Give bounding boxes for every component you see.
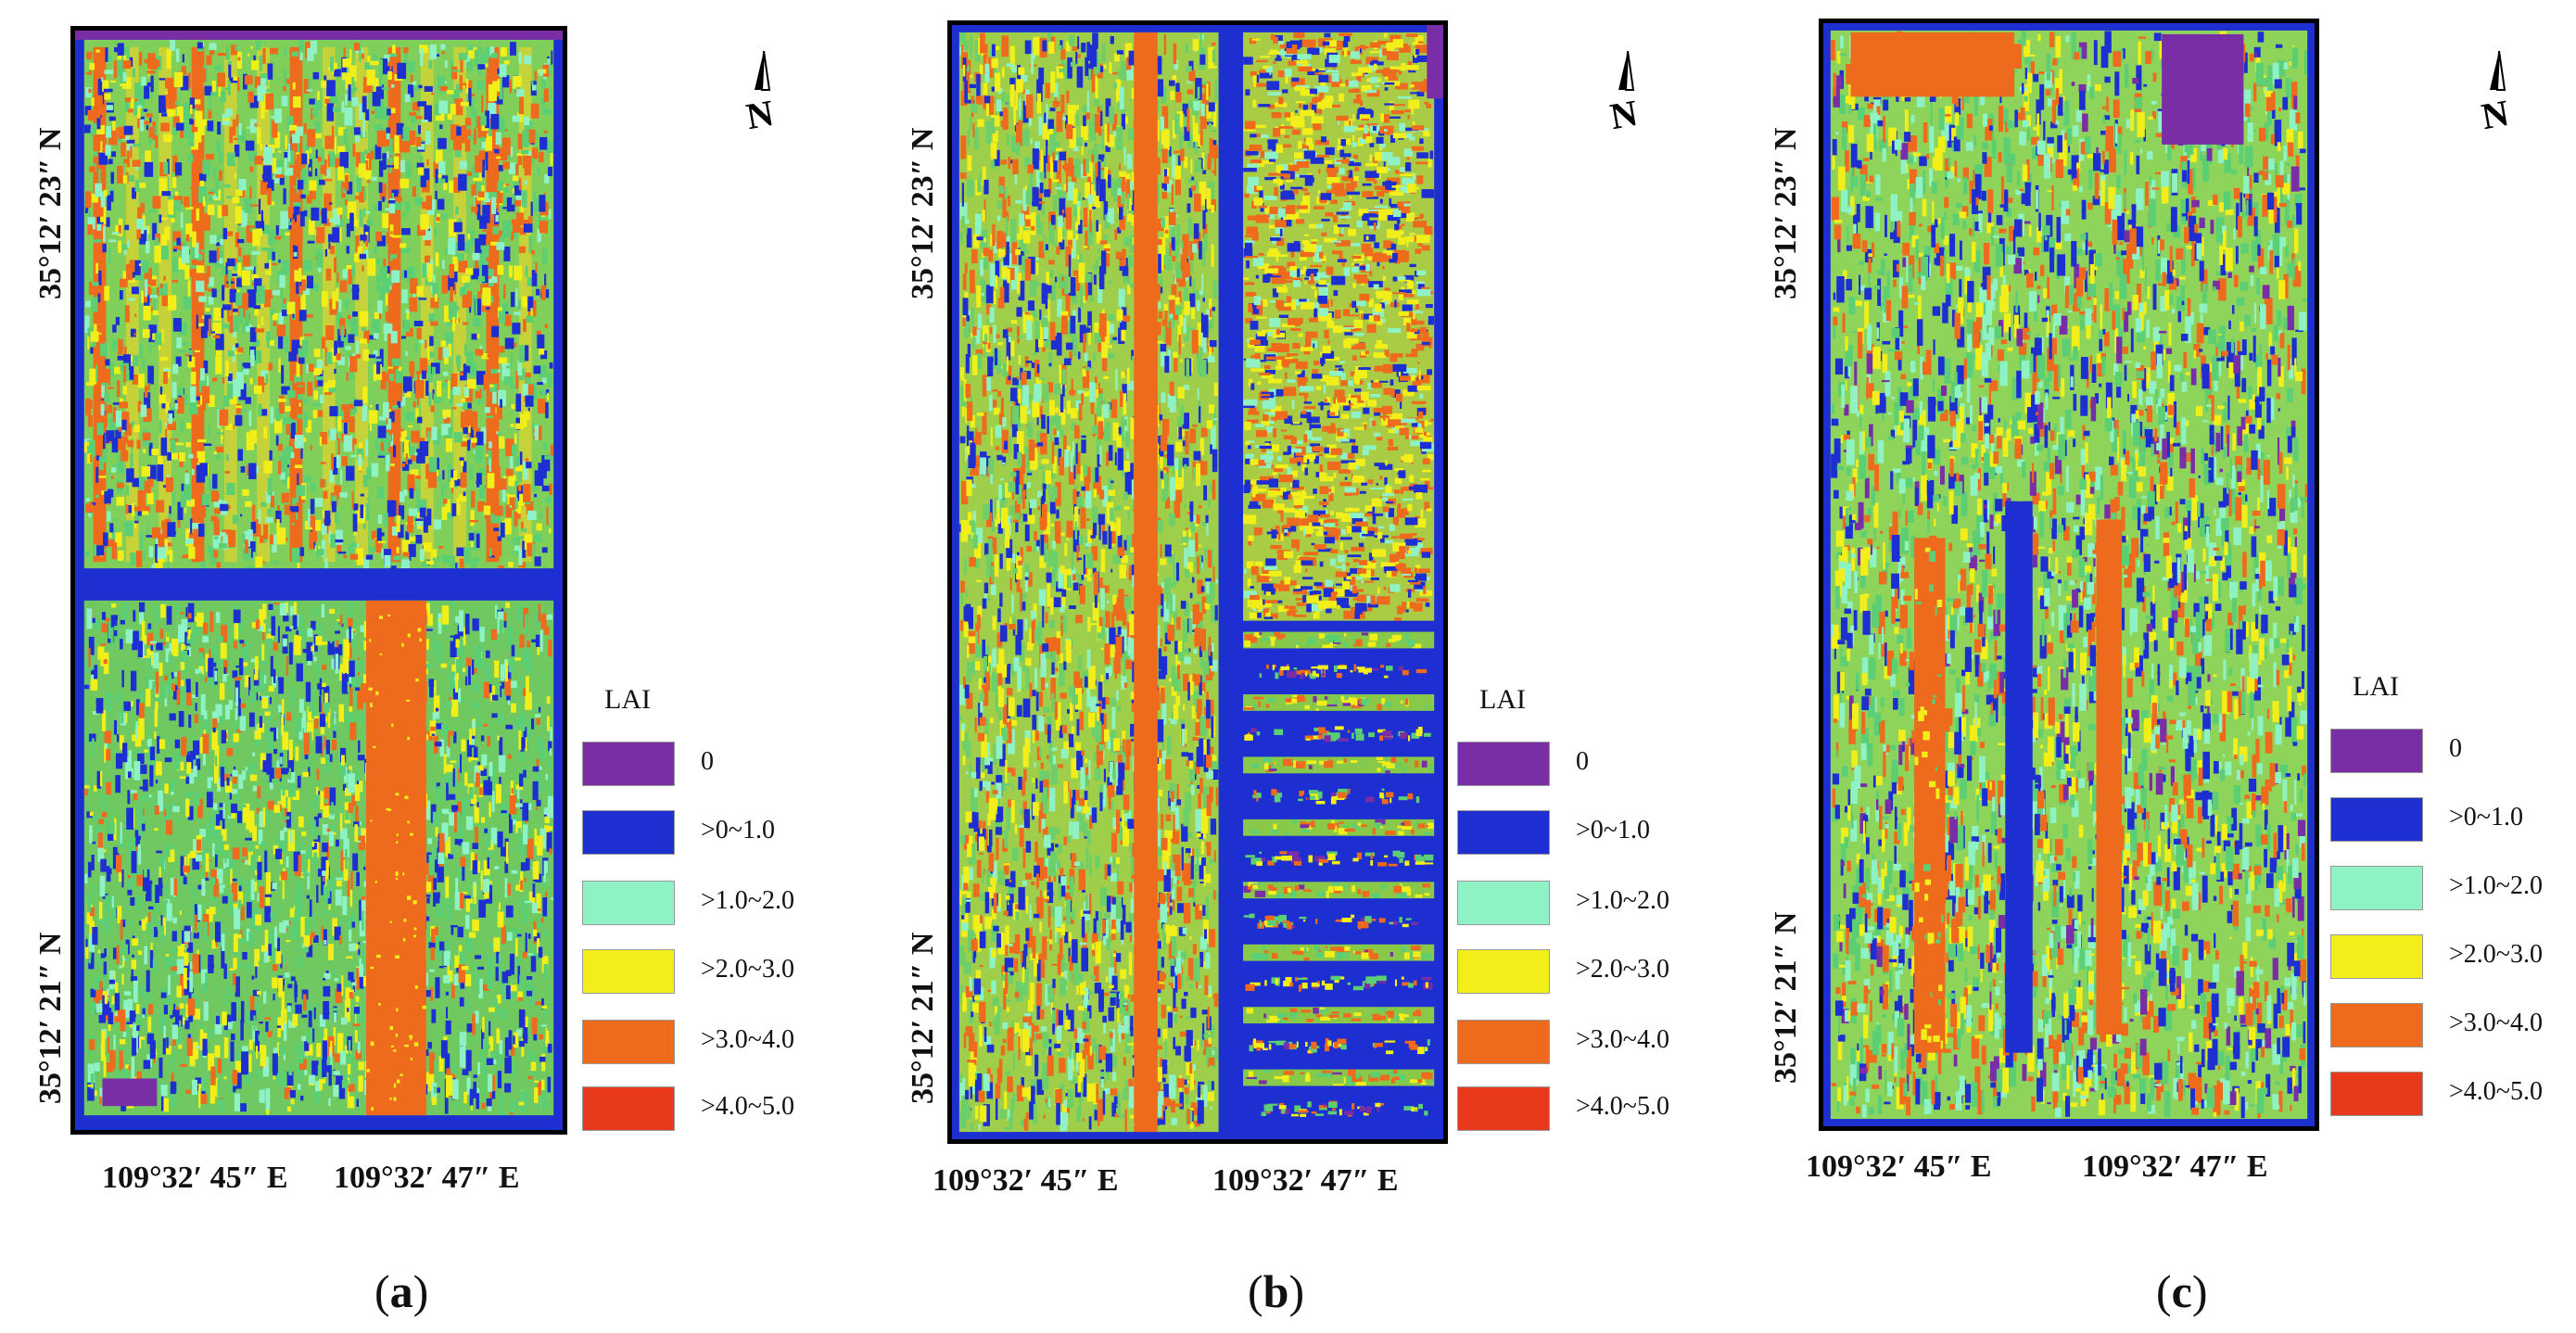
latitude-label-bottom: 35°12′ 21″ N [906,932,940,1105]
legend-title: LAI [1479,684,1526,715]
north-arrow-icon: N [743,50,777,137]
legend-swatch-5 [2330,1072,2423,1116]
caption-open: ( [1248,1265,1263,1317]
lai-raster-c [1823,23,2315,1126]
legend-swatch-5 [1457,1086,1550,1131]
panel-a: 35°12′ 23″ N 35°12′ 21″ N 109°32′ 45″ E … [0,0,858,1333]
corner-patch [102,1078,158,1107]
legend-swatch-2 [1457,881,1550,925]
legend-swatch-1 [582,810,675,855]
latitude-label-bottom: 35°12′ 21″ N [33,932,68,1105]
latitude-label-top: 35°12′ 23″ N [1769,127,1803,300]
lai-map-a [70,26,567,1135]
longitude-label-right: 109°32′ 47″ E [334,1161,520,1195]
top-edge [75,31,563,40]
legend-swatch-0 [582,742,675,786]
legend-swatch-1 [2330,797,2423,842]
legend-swatch-0 [2330,729,2423,773]
legend-label-5: >4.0~5.0 [2449,1077,2543,1106]
corner-patch [1427,25,1443,99]
legend-label-5: >4.0~5.0 [701,1092,794,1121]
purple-block [2162,33,2244,145]
lai-map-b [947,20,1448,1144]
north-letter: N [743,92,777,134]
legend-swatch-4 [582,1020,675,1064]
orange-field [1850,32,2015,97]
legend-swatch-2 [2330,866,2423,910]
legend-label-1: >0~1.0 [701,816,775,844]
longitude-label-left: 109°32′ 45″ E [102,1161,288,1195]
legend-swatch-5 [582,1086,675,1131]
caption-open: ( [2156,1265,2172,1317]
lai-raster-b [952,25,1443,1139]
longitude-label-left: 109°32′ 45″ E [1806,1149,1992,1184]
legend-label-2: >1.0~2.0 [2449,871,2543,900]
legend-label-1: >0~1.0 [1576,816,1650,844]
legend-swatch-0 [1457,742,1550,786]
orange-strip-1 [1914,538,1946,1053]
north-arrow-icon: N [1607,50,1641,137]
caption-close: ) [2191,1265,2208,1317]
latitude-label-top: 35°12′ 23″ N [906,127,940,300]
legend-swatch-2 [582,881,675,925]
lai-raster-a [75,31,563,1130]
longitude-label-right: 109°32′ 47″ E [1212,1163,1399,1198]
latitude-label-bottom: 35°12′ 21″ N [1769,911,1803,1085]
panel-caption: (b) [1248,1264,1304,1318]
lai-map-c [1819,19,2319,1131]
legend-label-2: >1.0~2.0 [701,886,794,915]
panel-c: 35°12′ 23″ N 35°12′ 21″ N 109°32′ 45″ E … [1717,0,2576,1333]
panel-b: 35°12′ 23″ N 35°12′ 21″ N 109°32′ 45″ E … [858,0,1717,1333]
caption-letter: b [1263,1265,1289,1317]
longitude-label-left: 109°32′ 45″ E [933,1163,1119,1198]
north-letter: N [2479,92,2512,134]
legend-swatch-1 [1457,810,1550,855]
legend-label-2: >1.0~2.0 [1576,886,1669,915]
legend-label-0: 0 [701,747,714,776]
caption-close: ) [1288,1265,1305,1317]
legend-label-0: 0 [1576,747,1589,776]
north-arrow: N [2477,50,2514,137]
legend-swatch-3 [1457,949,1550,994]
legend-label-5: >4.0~5.0 [1576,1092,1669,1121]
legend-label-4: >3.0~4.0 [1576,1025,1669,1054]
blue-channel [2005,501,2033,1053]
caption-letter: c [2171,1265,2192,1317]
legend-label-4: >3.0~4.0 [701,1025,794,1054]
orange-strip [1134,32,1158,1133]
legend-title: LAI [604,684,651,715]
north-arrow-icon: N [2479,50,2512,137]
road [75,568,563,600]
legend-label-3: >2.0~3.0 [2449,940,2543,969]
caption-letter: a [389,1265,413,1317]
legend-swatch-4 [2330,1003,2423,1047]
north-letter: N [1607,92,1641,134]
north-arrow: N [1605,50,1643,137]
legend-label-3: >2.0~3.0 [1576,955,1669,984]
legend-label-0: 0 [2449,734,2462,763]
panel-caption: (c) [2156,1264,2208,1318]
legend-label-3: >2.0~3.0 [701,955,794,984]
legend-swatch-3 [582,949,675,994]
longitude-label-right: 109°32′ 47″ E [2082,1149,2268,1184]
panel-caption: (a) [374,1264,428,1318]
legend-title: LAI [2353,671,2399,702]
legend-swatch-4 [1457,1020,1550,1064]
legend-label-1: >0~1.0 [2449,803,2523,832]
legend-label-4: >3.0~4.0 [2449,1009,2543,1037]
caption-close: ) [412,1265,429,1317]
north-arrow: N [742,50,779,137]
caption-open: ( [374,1265,390,1317]
orange-strip-2 [2096,519,2122,1035]
orange-block [366,600,426,1116]
latitude-label-top: 35°12′ 23″ N [33,127,68,300]
legend-swatch-3 [2330,934,2423,979]
